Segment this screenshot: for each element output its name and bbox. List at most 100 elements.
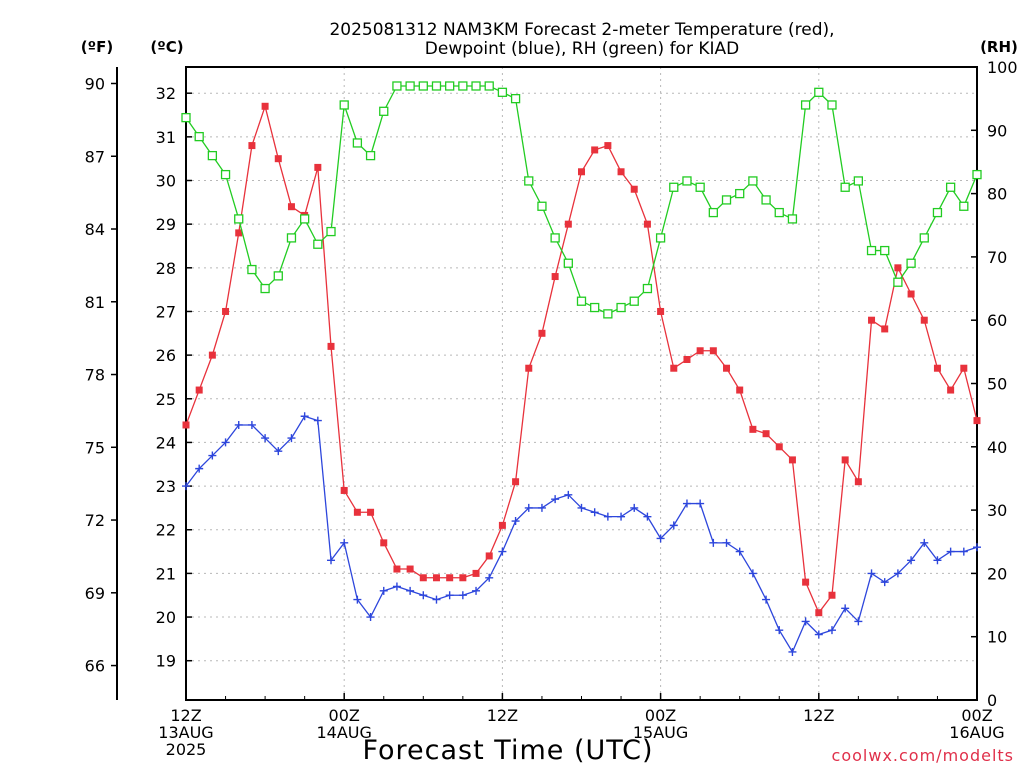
data-point-temperature: [788, 456, 796, 464]
data-point-dewpoint: [551, 495, 560, 504]
data-point-rh: [642, 283, 653, 294]
rh-tick-label: 90: [987, 121, 1007, 140]
data-point-temperature: [182, 421, 190, 429]
data-point-dewpoint: [590, 508, 599, 517]
data-point-temperature: [551, 273, 559, 281]
fahrenheit-tick-label: 84: [85, 220, 105, 239]
data-point-temperature: [683, 355, 691, 363]
data-point-rh: [945, 182, 956, 192]
data-point-rh: [286, 233, 297, 243]
data-point-dewpoint: [801, 617, 810, 626]
data-point-temperature: [248, 142, 256, 150]
data-point-rh: [247, 264, 257, 275]
data-point-dewpoint: [498, 547, 507, 556]
data-point-temperature: [828, 591, 836, 599]
data-point-dewpoint: [458, 591, 467, 600]
series-line-rh: [185, 85, 978, 315]
data-point-temperature: [261, 102, 269, 110]
data-point-dewpoint: [353, 595, 362, 604]
data-point-rh: [550, 233, 560, 243]
series-rh: [181, 81, 982, 319]
data-point-temperature: [775, 443, 783, 451]
celsius-unit-label: (ºC): [150, 38, 183, 56]
data-point-dewpoint: [907, 556, 916, 565]
data-point-rh: [655, 233, 666, 243]
data-point-rh: [893, 277, 903, 287]
data-point-rh: [458, 81, 468, 91]
data-point-rh: [379, 106, 389, 116]
data-point-rh: [708, 207, 718, 218]
data-point-dewpoint: [682, 499, 691, 508]
x-tick-label: 12Z: [487, 706, 518, 725]
data-point-temperature: [485, 552, 493, 560]
data-point-dewpoint: [182, 482, 190, 491]
fahrenheit-tick-label: 75: [85, 438, 105, 457]
chart-title: 2025081312 NAM3KM Forecast 2-meter Tempe…: [329, 20, 834, 59]
celsius-tick-label: 25: [156, 390, 176, 409]
data-point-dewpoint: [722, 538, 731, 547]
x-tick-label: 00Z: [329, 706, 360, 725]
data-point-temperature: [643, 220, 651, 228]
celsius-tick-label: 24: [156, 433, 176, 452]
data-point-temperature: [208, 351, 216, 359]
data-point-rh: [234, 214, 244, 224]
data-point-rh: [972, 169, 982, 180]
credit-label: coolwx.com/modelts: [832, 746, 1014, 765]
series-layer: [181, 81, 982, 656]
celsius-tick-label: 26: [156, 346, 176, 365]
data-point-rh: [194, 131, 204, 142]
data-point-rh: [827, 100, 837, 110]
x-tick-label: 14AUG: [316, 723, 371, 742]
celsius-tick-label: 31: [156, 128, 176, 147]
data-point-rh: [260, 283, 270, 294]
data-point-dewpoint: [775, 626, 784, 635]
data-point-temperature: [868, 316, 876, 324]
rh-tick-label: 80: [987, 185, 1007, 204]
data-point-temperature: [235, 229, 243, 237]
data-point-temperature: [802, 578, 810, 586]
celsius-tick-label: 27: [156, 302, 176, 321]
data-point-temperature: [287, 203, 295, 211]
data-point-dewpoint: [643, 512, 652, 521]
data-point-rh: [471, 81, 481, 91]
data-point-temperature: [670, 364, 678, 372]
data-point-dewpoint: [762, 595, 771, 604]
plot-frame: [185, 66, 978, 701]
rh-tick-label: 100: [987, 58, 1018, 77]
data-point-temperature: [419, 574, 427, 582]
data-point-dewpoint: [340, 538, 349, 547]
data-point-dewpoint: [432, 595, 441, 604]
data-point-dewpoint: [313, 416, 322, 425]
data-point-rh: [497, 87, 508, 97]
data-point-rh: [695, 182, 705, 192]
celsius-tick-label: 23: [156, 477, 176, 496]
data-point-dewpoint: [788, 647, 797, 656]
data-point-dewpoint: [261, 434, 270, 443]
data-point-temperature: [432, 574, 440, 582]
fahrenheit-tick-label: 66: [85, 657, 105, 676]
fahrenheit-tick-label: 72: [85, 511, 105, 530]
data-point-temperature: [933, 364, 941, 372]
data-point-rh: [735, 188, 745, 199]
data-point-rh: [959, 201, 969, 211]
rh-tick-label: 10: [987, 628, 1007, 647]
data-point-temperature: [564, 220, 572, 228]
data-point-rh: [510, 94, 521, 104]
data-point-temperature: [749, 425, 757, 433]
data-point-dewpoint: [920, 538, 929, 547]
fahrenheit-tick-label: 81: [85, 293, 105, 312]
x-tick-label: 12Z: [170, 706, 201, 725]
data-point-dewpoint: [893, 569, 902, 578]
data-point-temperature: [380, 539, 388, 547]
x-tick-label: 2025: [166, 740, 207, 759]
data-point-rh: [919, 233, 929, 243]
data-point-rh: [313, 239, 323, 249]
fahrenheit-tick-label: 69: [85, 584, 105, 603]
data-point-dewpoint: [630, 503, 639, 512]
data-point-dewpoint: [392, 582, 401, 591]
data-point-rh: [840, 182, 850, 192]
data-point-temperature: [327, 342, 335, 350]
data-point-dewpoint: [709, 538, 718, 547]
